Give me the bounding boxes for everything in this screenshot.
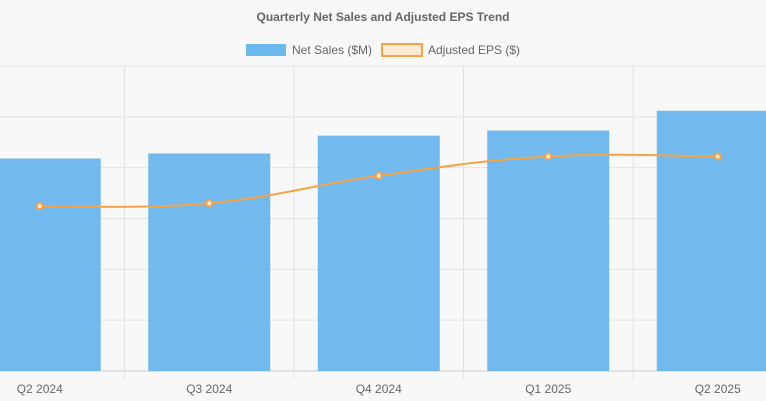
bar-series	[0, 110, 766, 371]
legend-swatch-net-sales	[246, 44, 286, 56]
legend: Net Sales ($M) Adjusted EPS ($)	[246, 43, 520, 57]
point-adjusted-eps	[205, 199, 214, 208]
x-tick-label: Q2 2025	[695, 382, 741, 396]
bar-net-sales	[656, 110, 766, 371]
x-tick-label: Q1 2025	[525, 382, 571, 396]
bar-net-sales	[487, 130, 610, 371]
x-tick-label: Q3 2024	[186, 382, 232, 396]
legend-label-net-sales: Net Sales ($M)	[292, 43, 372, 57]
chart-title: Quarterly Net Sales and Adjusted EPS Tre…	[257, 10, 510, 24]
bar-net-sales	[148, 153, 271, 371]
bar-net-sales	[317, 135, 440, 371]
x-tick-label: Q2 2024	[17, 382, 63, 396]
line-series	[35, 152, 722, 211]
legend-swatch-adjusted-eps	[381, 43, 423, 57]
legend-label-adjusted-eps: Adjusted EPS ($)	[428, 43, 520, 57]
point-adjusted-eps	[35, 202, 44, 211]
x-axis-labels: Q2 2024 Q3 2024 Q4 2024 Q1 2025 Q2 2025	[17, 382, 741, 396]
point-adjusted-eps	[544, 152, 553, 161]
bar-net-sales	[0, 158, 101, 371]
point-adjusted-eps	[374, 171, 383, 180]
x-tick-label: Q4 2024	[356, 382, 402, 396]
point-adjusted-eps	[713, 152, 722, 161]
